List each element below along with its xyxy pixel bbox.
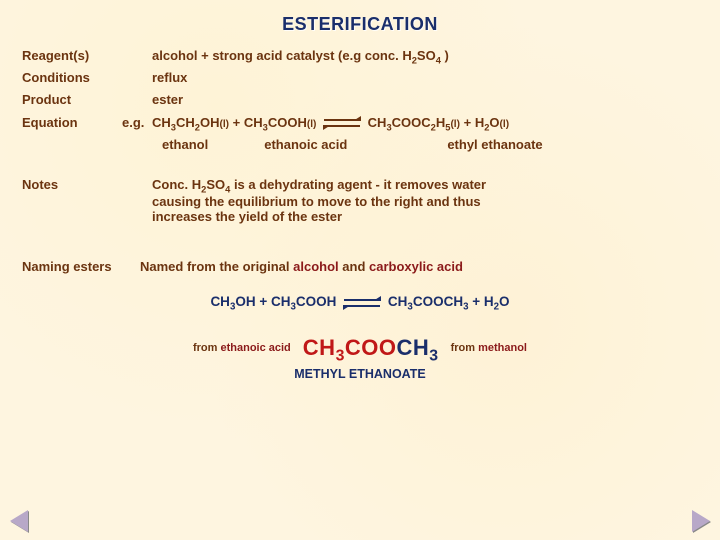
- acid-word: carboxylic acid: [369, 259, 463, 274]
- label-naming: Naming esters: [22, 258, 140, 276]
- value-equation: CH3CH2OH(l) + CH3COOH(l) CH3COOC2H5(l) +…: [152, 114, 698, 132]
- notes-line-2: causing the equilibrium to move to the r…: [22, 194, 698, 209]
- txt: ): [441, 48, 449, 63]
- next-button-icon[interactable]: [692, 510, 710, 532]
- f: COO: [345, 335, 397, 360]
- f: CH: [210, 294, 230, 309]
- f: COOH: [296, 294, 337, 309]
- t: and: [339, 259, 369, 274]
- plus: +: [468, 294, 483, 309]
- f: COOH: [268, 115, 307, 130]
- t: from: [193, 342, 221, 354]
- from-methanol: from methanol: [451, 342, 527, 354]
- eq-names: ethanol ethanoic acid ethyl ethanoate: [152, 136, 698, 154]
- f: CH: [368, 115, 387, 130]
- page-title: ESTERIFICATION: [0, 0, 720, 47]
- label-conditions: Conditions: [22, 69, 122, 87]
- methyl-ethanoate-label: METHYL ETHANOATE: [22, 367, 698, 381]
- notes-block: Notes Conc. H2SO4 is a dehydrating agent…: [22, 176, 698, 224]
- methyl: METHYL: [294, 367, 345, 381]
- naming-equation: CH3OH + CH3COOH CH3COOCH3 + H2O: [22, 294, 698, 309]
- equilibrium-arrow-icon: [344, 297, 380, 309]
- content-area: Reagent(s) alcohol + strong acid catalys…: [0, 47, 720, 381]
- f: OH: [235, 294, 255, 309]
- from-acid: from ethanoic acid: [193, 342, 291, 354]
- value-conditions: reflux: [152, 69, 698, 87]
- label-equation: Equation: [22, 114, 122, 132]
- blue-part: CH3: [397, 335, 439, 360]
- name-ethyl-ethanoate: ethyl ethanoate: [447, 136, 542, 154]
- phase: (l): [307, 119, 317, 130]
- phase: (l): [450, 119, 460, 130]
- t: SO: [206, 177, 225, 192]
- label-notes: Notes: [22, 176, 122, 194]
- red-part: CH3COO: [303, 335, 397, 360]
- name-ethanol: ethanol: [162, 136, 208, 154]
- row-conditions: Conditions reflux: [22, 69, 698, 87]
- t: Conc. H: [152, 177, 201, 192]
- row-reagents: Reagent(s) alcohol + strong acid catalys…: [22, 47, 698, 65]
- plus: +: [460, 115, 475, 130]
- f: O: [499, 294, 510, 309]
- acid-name: ethanoic acid: [220, 342, 290, 354]
- equilibrium-arrow-icon: [324, 117, 360, 129]
- name-ethanoic-acid: ethanoic acid: [264, 136, 347, 154]
- eg-text: e.g.: [122, 114, 152, 132]
- s: 3: [336, 348, 345, 365]
- methanol-name: methanol: [478, 342, 527, 354]
- f: H: [436, 115, 445, 130]
- txt: SO: [417, 48, 436, 63]
- f: CH: [176, 115, 195, 130]
- ester-formula: CH3COOCH3: [303, 335, 439, 361]
- alcohol-word: alcohol: [293, 259, 339, 274]
- s: 3: [429, 348, 438, 365]
- f: H: [484, 294, 494, 309]
- f: COOC: [392, 115, 431, 130]
- value-reagents: alcohol + strong acid catalyst (e.g conc…: [152, 47, 698, 65]
- txt: alcohol + strong acid catalyst (e.g conc…: [152, 48, 412, 63]
- naming-block: Naming esters Named from the original al…: [22, 258, 698, 381]
- f: CH: [303, 335, 336, 360]
- f: H: [475, 115, 484, 130]
- t: Named from the original: [140, 259, 293, 274]
- phase: (l): [500, 119, 510, 130]
- notes-line-1: Conc. H2SO4 is a dehydrating agent - it …: [152, 176, 698, 194]
- label-reagents: Reagent(s): [22, 47, 122, 65]
- f: O: [489, 115, 499, 130]
- ester-name-line: from ethanoic acid CH3COOCH3 from methan…: [22, 335, 698, 361]
- f: CH: [397, 335, 430, 360]
- f: CH: [152, 115, 171, 130]
- plus: +: [229, 115, 244, 130]
- value-product: ester: [152, 91, 698, 109]
- notes-line-3: increases the yield of the ester: [22, 209, 698, 224]
- prev-button-icon[interactable]: [10, 510, 28, 532]
- f: COOCH: [413, 294, 463, 309]
- plus: +: [256, 294, 271, 309]
- f: CH: [244, 115, 263, 130]
- row-equation-names: ethanol ethanoic acid ethyl ethanoate: [22, 136, 698, 154]
- phase: (l): [219, 119, 229, 130]
- row-equation: Equation e.g. CH3CH2OH(l) + CH3COOH(l) C…: [22, 114, 698, 132]
- t: is a dehydrating agent - it removes wate…: [230, 177, 486, 192]
- label-product: Product: [22, 91, 122, 109]
- f: CH: [271, 294, 291, 309]
- row-product: Product ester: [22, 91, 698, 109]
- t: from: [451, 342, 479, 354]
- ethanoate: ETHANOATE: [349, 367, 426, 381]
- naming-text: Named from the original alcohol and carb…: [140, 258, 698, 276]
- f: CH: [388, 294, 408, 309]
- f: OH: [200, 115, 220, 130]
